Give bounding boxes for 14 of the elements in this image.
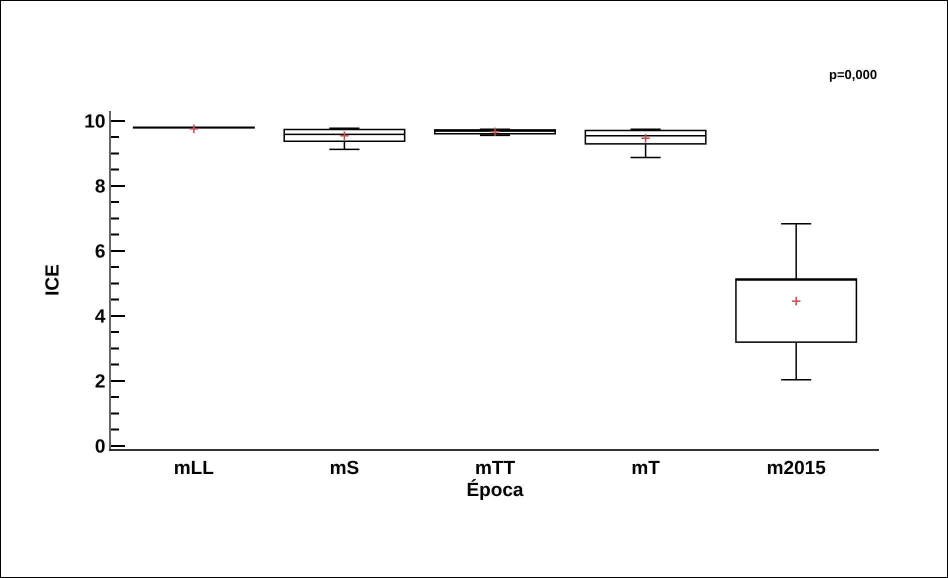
y-tick-label: 6	[94, 241, 106, 262]
x-axis-title: Época	[466, 478, 524, 501]
x-tick-label: mS	[330, 458, 360, 479]
y-axis-title: ICE	[42, 264, 64, 296]
y-tick-label: 10	[84, 111, 106, 132]
x-tick-label: m2015	[766, 458, 826, 479]
y-tick-label: 4	[94, 306, 106, 328]
x-tick-label: mLL	[174, 458, 214, 479]
y-tick-label: 8	[94, 176, 106, 198]
y-tick-label: 0	[94, 436, 106, 458]
y-tick-label: 2	[94, 371, 106, 392]
x-tick-label: mT	[631, 458, 660, 479]
text: p=0,000	[829, 67, 878, 82]
x-tick-label: mTT	[474, 458, 516, 479]
